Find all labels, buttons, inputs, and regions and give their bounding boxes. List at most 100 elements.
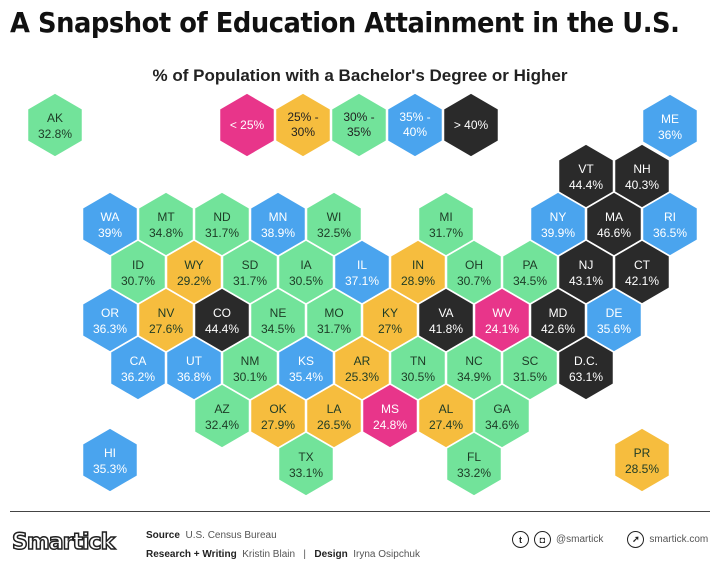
map-subtitle: % of Population with a Bachelor's Degree… (152, 66, 568, 85)
state-hex-ca[interactable]: CA 36.2% (109, 335, 167, 401)
state-value: 31.7% (429, 226, 463, 240)
state-label: WV (492, 306, 511, 320)
state-value: 25.3% (345, 370, 379, 384)
state-hex-az[interactable]: AZ 32.4% (193, 383, 251, 449)
hex-tile (81, 427, 139, 493)
state-label: ME (661, 112, 679, 126)
state-hex-pr[interactable]: PR 28.5% (613, 427, 671, 493)
state-value: 35.6% (597, 322, 631, 336)
state-value: 34.5% (513, 274, 547, 288)
state-hex-nd[interactable]: ND 31.7% (193, 191, 251, 257)
state-hex-ks[interactable]: KS 35.4% (277, 335, 335, 401)
state-hex-fl[interactable]: FL 33.2% (445, 431, 503, 497)
state-hex-hi[interactable]: HI 35.3% (81, 427, 139, 493)
state-label: NY (550, 210, 567, 224)
legend-item: 25% -30% (274, 92, 332, 158)
state-hex-tx[interactable]: TX 33.1% (277, 431, 335, 497)
state-label: AR (354, 354, 371, 368)
state-label: NJ (579, 258, 594, 272)
state-value: 38.9% (261, 226, 295, 240)
state-label: OK (269, 402, 286, 416)
state-label: GA (493, 402, 510, 416)
state-hex-ne[interactable]: NE 34.5% (249, 287, 307, 353)
state-hex-nm[interactable]: NM 30.1% (221, 335, 279, 401)
website-link[interactable]: smartick.com (649, 534, 709, 545)
instagram-icon[interactable]: ◘ (534, 531, 551, 548)
social-links: t ◘ @smartick ➚ smartick.com (512, 531, 708, 548)
state-label: LA (327, 402, 342, 416)
state-hex-ms[interactable]: MS 24.8% (361, 383, 419, 449)
hex-tile (109, 335, 167, 401)
hex-tile (274, 92, 332, 158)
state-hex-mt[interactable]: MT 34.8% (137, 191, 195, 257)
state-value: 33.1% (289, 466, 323, 480)
legend-label: 35% (347, 125, 371, 139)
state-hex-ok[interactable]: OK 27.9% (249, 383, 307, 449)
state-hex-ky[interactable]: KY 27% (361, 287, 419, 353)
cursor-icon[interactable]: ➚ (627, 531, 645, 548)
state-value: 34.5% (261, 322, 295, 336)
state-label: MD (549, 306, 568, 320)
state-hex-il[interactable]: IL 37.1% (333, 239, 391, 305)
hex-tile (26, 92, 84, 158)
state-hex-wa[interactable]: WA 39% (81, 191, 139, 257)
state-label: AZ (214, 402, 229, 416)
state-value: 31.7% (205, 226, 239, 240)
twitter-icon[interactable]: t (512, 531, 529, 548)
state-value: 27.4% (429, 418, 463, 432)
state-hex-dc[interactable]: D.C. 63.1% (557, 335, 615, 401)
state-hex-ny[interactable]: NY 39.9% (529, 191, 587, 257)
state-hex-mo[interactable]: MO 31.7% (305, 287, 363, 353)
state-label: OH (465, 258, 483, 272)
state-hex-ga[interactable]: GA 34.6% (473, 383, 531, 449)
state-hex-ar[interactable]: AR 25.3% (333, 335, 391, 401)
state-hex-me[interactable]: ME 36% (641, 93, 699, 159)
state-label: KY (382, 306, 398, 320)
state-value: 24.8% (373, 418, 407, 432)
state-value: 36.3% (93, 322, 127, 336)
state-value: 36.8% (177, 370, 211, 384)
state-label: IN (412, 258, 424, 272)
state-hex-ia[interactable]: IA 30.5% (277, 239, 335, 305)
state-hex-wi[interactable]: WI 32.5% (305, 191, 363, 257)
state-hex-de[interactable]: DE 35.6% (585, 287, 643, 353)
state-value: 37.1% (345, 274, 379, 288)
state-hex-ri[interactable]: RI 36.5% (641, 191, 699, 257)
state-label: HI (104, 446, 116, 460)
state-hex-nv[interactable]: NV 27.6% (137, 287, 195, 353)
state-value: 27% (378, 322, 402, 336)
state-label: RI (664, 210, 676, 224)
state-label: NV (158, 306, 175, 320)
state-value: 44.4% (569, 178, 603, 192)
social-handle[interactable]: @smartick (556, 534, 604, 545)
hex-tile (361, 383, 419, 449)
state-hex-sc[interactable]: SC 31.5% (501, 335, 559, 401)
hex-tile (218, 92, 276, 158)
legend-label: 35% - (399, 110, 430, 124)
state-hex-la[interactable]: LA 26.5% (305, 383, 363, 449)
state-value: 34.6% (485, 418, 519, 432)
state-value: 39.9% (541, 226, 575, 240)
state-hex-tn[interactable]: TN 30.5% (389, 335, 447, 401)
source-label: Source (146, 530, 180, 541)
state-value: 44.4% (205, 322, 239, 336)
hex-tile (330, 92, 388, 158)
state-label: KS (298, 354, 314, 368)
legend-label: > 40% (454, 118, 489, 132)
state-label: TN (410, 354, 426, 368)
state-hex-nc[interactable]: NC 34.9% (445, 335, 503, 401)
legend-label: 40% (403, 125, 427, 139)
state-value: 36.2% (121, 370, 155, 384)
hex-tile (193, 383, 251, 449)
hex-tile (557, 335, 615, 401)
state-hex-oh[interactable]: OH 30.7% (445, 239, 503, 305)
state-value: 24.1% (485, 322, 519, 336)
state-hex-ak[interactable]: AK 32.8% (26, 92, 84, 158)
design-label: Design (314, 549, 348, 560)
hex-tile (442, 92, 500, 158)
state-label: IA (300, 258, 311, 272)
state-hex-ma[interactable]: MA 46.6% (585, 191, 643, 257)
state-hex-nj[interactable]: NJ 43.1% (557, 239, 615, 305)
design-value: Iryna Osipchuk (353, 549, 420, 560)
hex-tile (277, 431, 335, 497)
